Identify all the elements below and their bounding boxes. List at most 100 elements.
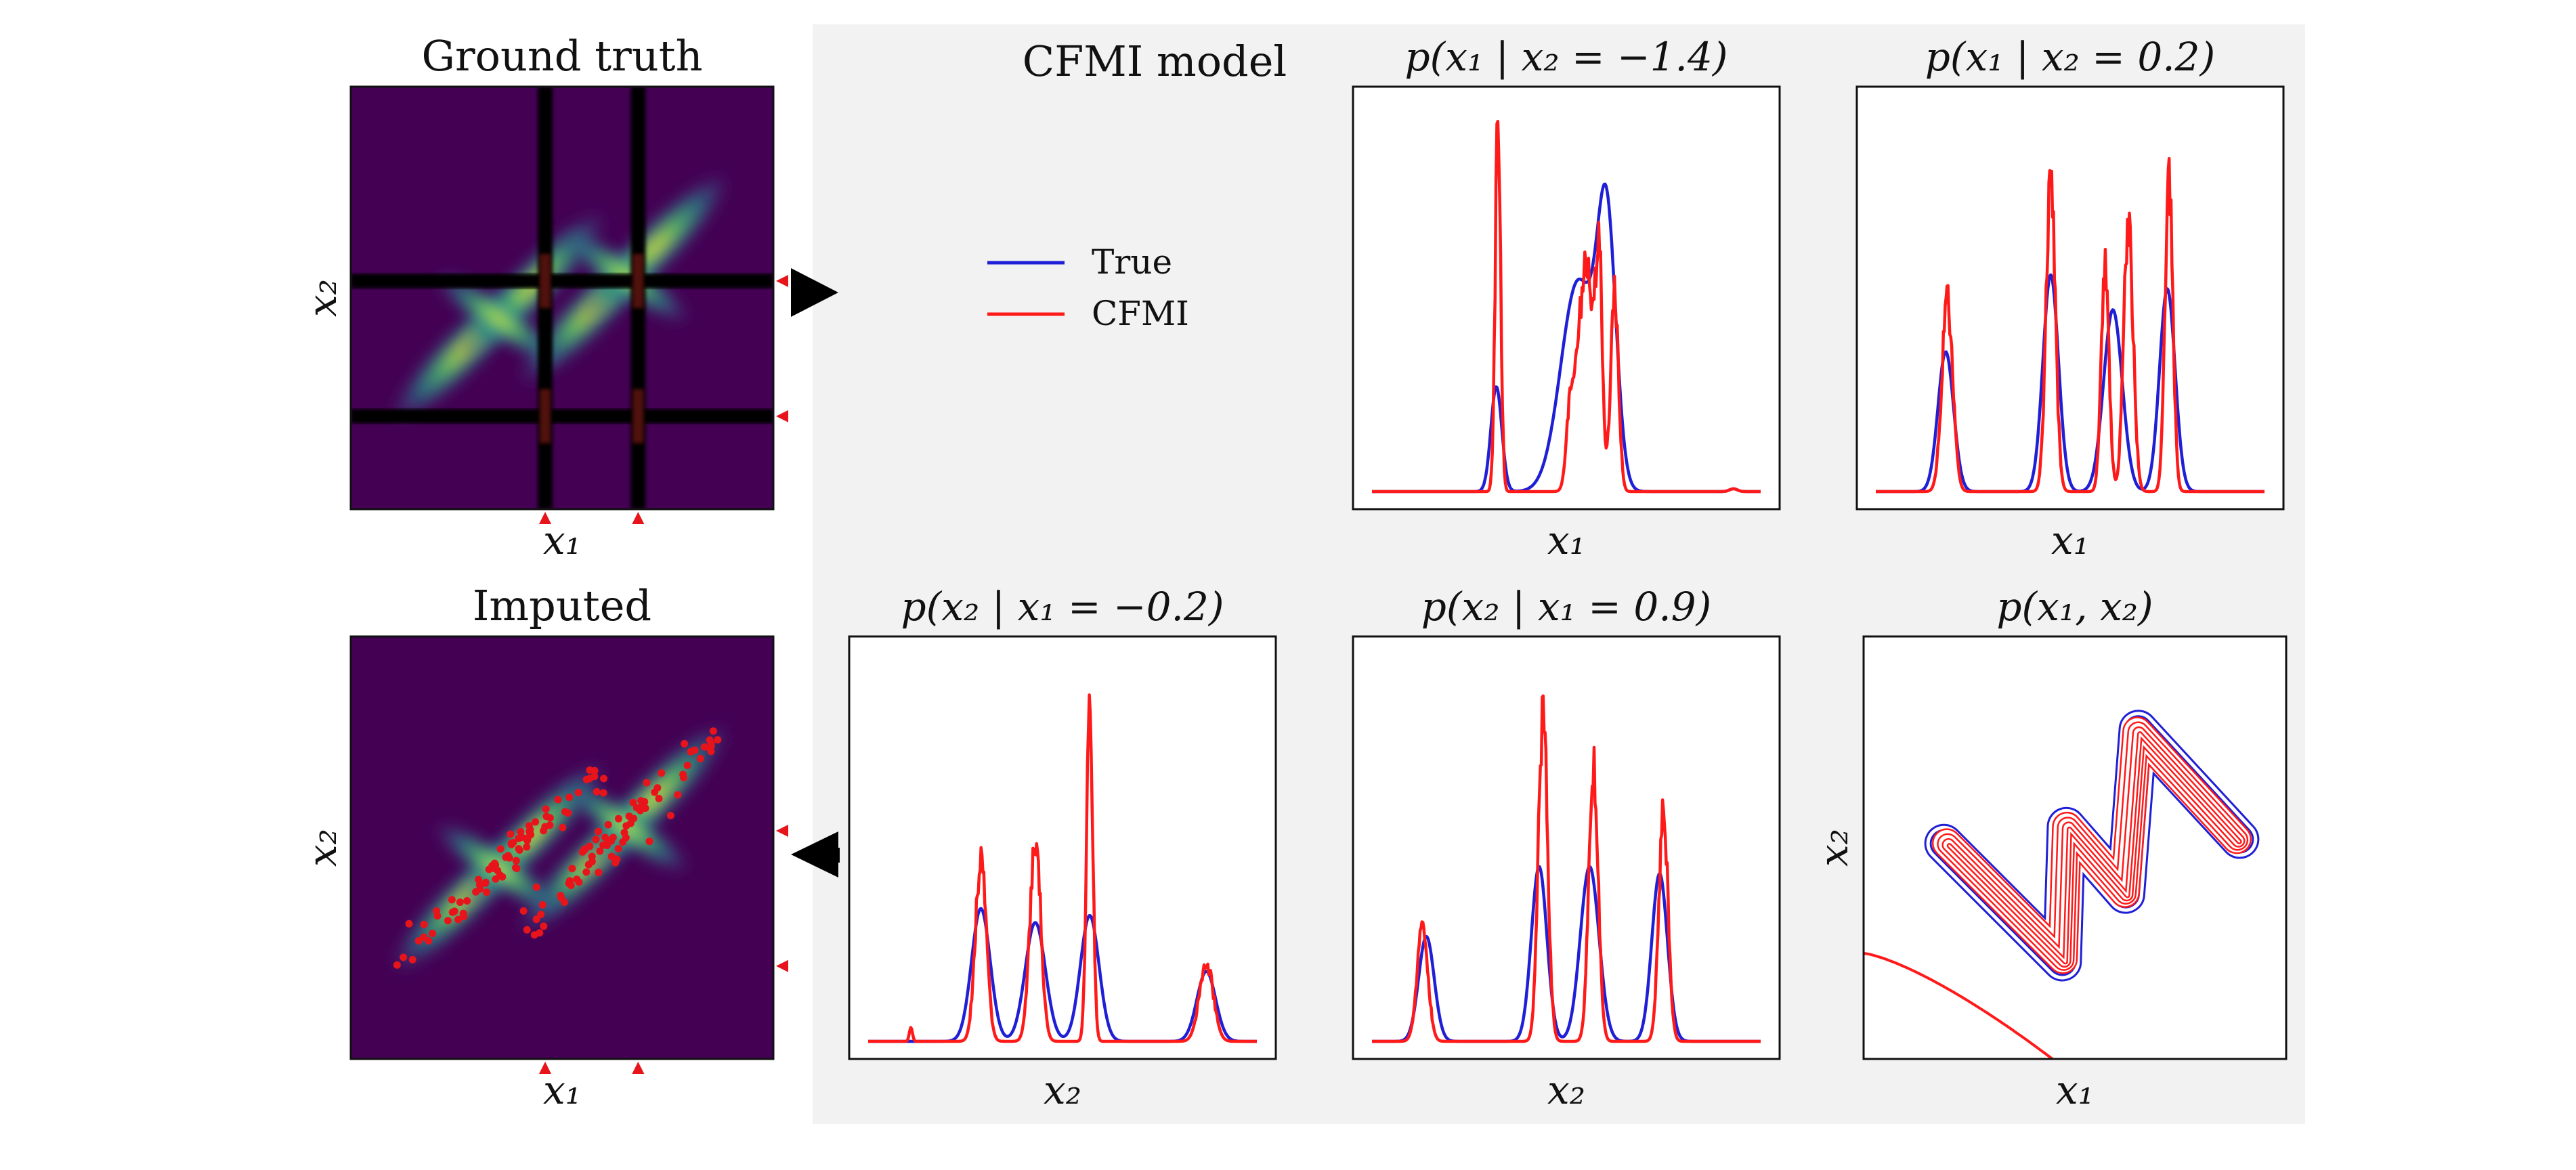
imputed-point xyxy=(475,875,483,884)
imputed-point xyxy=(714,736,722,744)
imputed-point xyxy=(532,915,540,924)
imputed-point xyxy=(459,909,467,917)
conditional-plots: p(x₁ | x₂ = −1.4)x₁p(x₁ | x₂ = 0.2)x₁p(x… xyxy=(848,34,2285,1113)
imputed-point xyxy=(538,901,546,909)
plot-title: p(x₁ | x₂ = −1.4) xyxy=(1404,34,1727,80)
conditional-plot-3: p(x₂ | x₁ = −0.2) x₂ xyxy=(848,584,1277,1113)
imputed-point xyxy=(511,864,519,872)
plot-xlabel: x₂ xyxy=(1044,1067,1081,1113)
conditional-plot-2: p(x₁ | x₂ = 0.2) x₁ xyxy=(1855,34,2285,563)
strip-highlight xyxy=(540,389,551,443)
imputed-point xyxy=(683,761,691,769)
strip-highlight xyxy=(540,254,551,309)
imputed-point xyxy=(593,787,601,796)
imputed-point xyxy=(405,919,413,928)
imputed-point xyxy=(599,789,607,797)
joint-plot-frame xyxy=(1862,635,2288,1060)
heatmap-ground-truth-missing-strips xyxy=(351,87,773,509)
heatmap-ground-truth: Ground truth x₁ x₂ xyxy=(299,31,788,563)
arrow-left-icon xyxy=(791,831,838,878)
imputed-point xyxy=(557,892,565,900)
series-cfmi-line xyxy=(1875,156,2265,494)
imputed-point xyxy=(674,791,682,799)
heatmap-imputed-title: Imputed xyxy=(473,581,651,630)
imputed-point xyxy=(507,840,515,848)
imputed-point xyxy=(591,773,599,781)
imputed-point xyxy=(496,845,505,853)
plot-frame xyxy=(1855,85,2285,511)
imputed-point xyxy=(707,739,715,748)
imputed-point xyxy=(554,796,562,804)
imputed-point xyxy=(481,880,490,888)
imputed-point xyxy=(393,961,401,969)
imputed-point xyxy=(532,818,540,826)
imputed-point xyxy=(536,929,544,937)
imputed-point xyxy=(519,907,528,915)
imputed-point xyxy=(568,865,576,873)
heatmap-imputed-xlabel: x₁ xyxy=(543,1067,581,1113)
conditional-plot-1: p(x₁ | x₂ = −1.4) x₁ xyxy=(1352,34,1781,563)
imputed-point xyxy=(425,936,433,945)
imputed-point xyxy=(532,883,540,891)
imputed-point xyxy=(696,754,704,762)
imputed-point xyxy=(517,827,525,836)
imputed-point xyxy=(679,774,687,782)
imputed-point xyxy=(546,821,554,829)
imputed-point xyxy=(523,843,531,851)
series-cfmi-line xyxy=(867,693,1258,1043)
joint-plot-title: p(x₁, x₂) xyxy=(1996,584,2153,630)
imputed-point xyxy=(574,788,582,796)
imputed-point xyxy=(488,862,496,870)
imputed-point xyxy=(630,815,638,823)
heatmap-imputed-points xyxy=(393,727,722,969)
conditional-plot-4: p(x₂ | x₁ = 0.9) x₂ xyxy=(1352,584,1781,1113)
heatmap-ground-truth-title: Ground truth xyxy=(421,31,702,81)
heatmap-ground-truth-frame xyxy=(349,85,775,511)
missing-strip-horizontal xyxy=(351,408,773,424)
imputed-point xyxy=(483,888,491,896)
arrow-right-icon xyxy=(791,268,838,317)
heatmap-ground-truth-ylabel: x₂ xyxy=(299,279,345,317)
heatmap-ground-truth-background xyxy=(351,87,773,509)
plot-title: p(x₂ | x₁ = 0.9) xyxy=(1421,584,1711,630)
missing-strip-horizontal xyxy=(351,274,773,289)
imputed-point xyxy=(537,911,545,919)
heatmap-imputed-markers xyxy=(539,825,788,1074)
x1-marker-icon xyxy=(632,512,645,524)
imputed-point xyxy=(582,868,591,876)
imputed-point xyxy=(523,836,532,844)
imputed-point xyxy=(515,846,523,854)
series-cfmi-line xyxy=(1371,119,1761,494)
imputed-point xyxy=(595,869,603,877)
plot-title: p(x₁ | x₂ = 0.2) xyxy=(1925,34,2215,80)
imputed-point xyxy=(709,727,717,735)
imputed-point xyxy=(666,811,674,819)
x2-marker-icon xyxy=(776,410,788,422)
density-ridge xyxy=(432,270,565,368)
heatmap-imputed-ylabel: x₂ xyxy=(299,829,345,867)
joint-plot-xlabel: x₁ xyxy=(2056,1067,2094,1113)
imputed-point xyxy=(433,907,441,915)
imputed-point xyxy=(596,847,604,855)
imputed-point xyxy=(561,898,569,907)
x2-marker-icon xyxy=(776,959,788,972)
imputed-point xyxy=(622,833,630,842)
imputed-point xyxy=(448,908,456,916)
imputed-point xyxy=(614,815,622,823)
plot-background xyxy=(1857,87,2283,509)
imputed-point xyxy=(456,898,464,906)
imputed-point xyxy=(591,766,599,775)
joint-plot-contours xyxy=(1864,710,2260,1059)
imputed-point xyxy=(658,769,666,777)
imputed-point xyxy=(559,823,567,831)
imputed-point xyxy=(637,806,645,815)
imputed-point xyxy=(476,885,484,893)
heatmap-ground-truth-markers xyxy=(539,275,788,524)
imputed-point xyxy=(600,775,608,783)
imputed-point xyxy=(573,875,581,884)
imputed-point xyxy=(414,937,423,945)
heatmap-imputed: Imputed x₁ x₂ xyxy=(299,581,788,1113)
imputed-point xyxy=(604,821,612,829)
x1-marker-icon xyxy=(539,512,552,524)
imputed-point xyxy=(540,922,548,930)
